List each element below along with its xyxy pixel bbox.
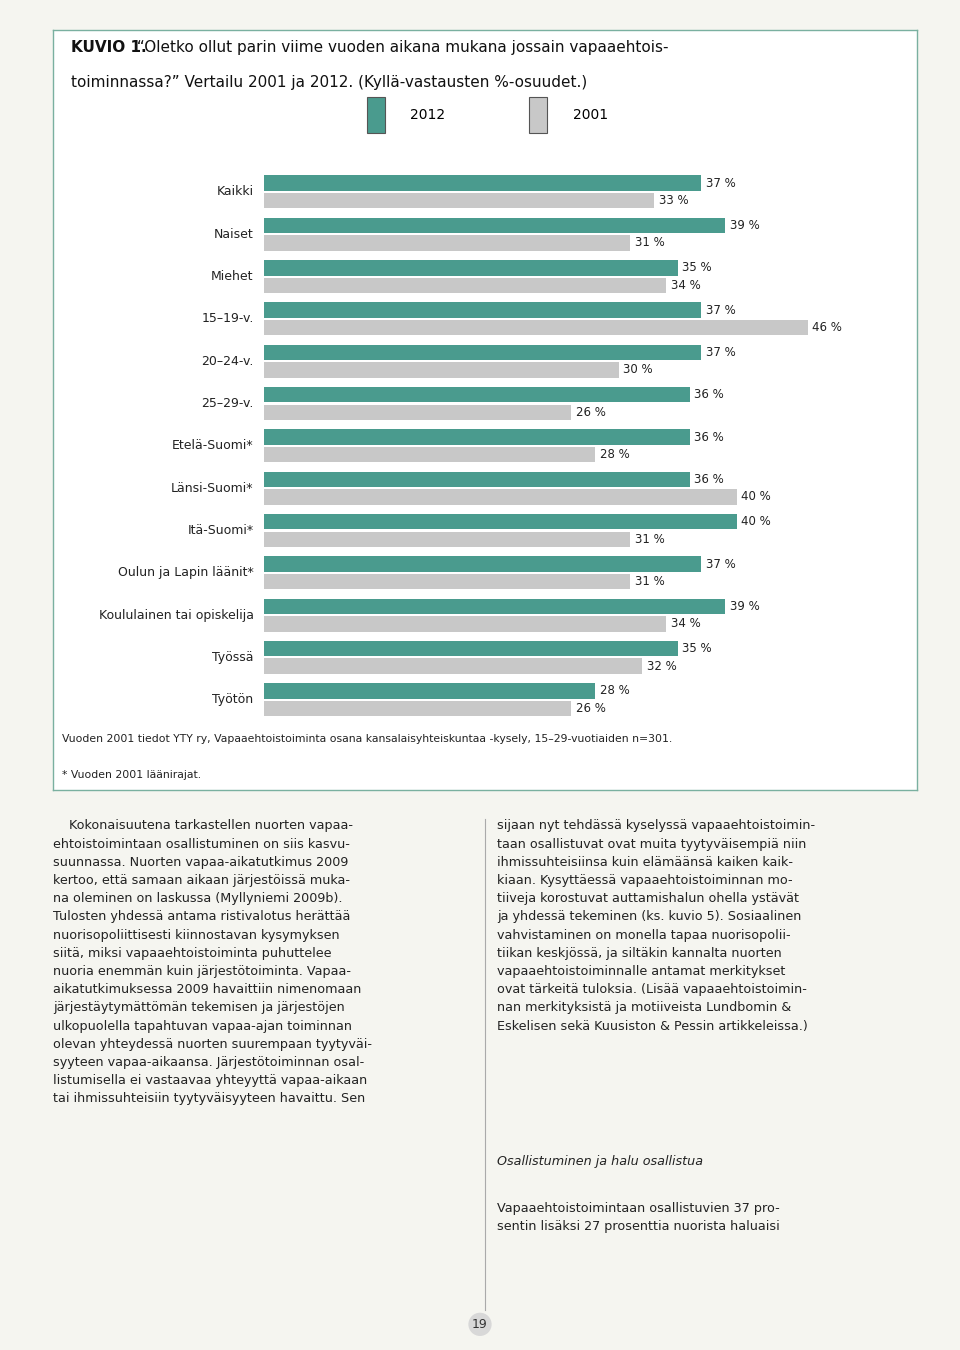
Text: 25–29-v.: 25–29-v.: [202, 397, 253, 410]
Text: 35 %: 35 %: [683, 262, 712, 274]
Text: 46 %: 46 %: [812, 321, 842, 335]
Bar: [264, 701, 571, 717]
Bar: [264, 405, 571, 420]
Text: Itä-Suomi*: Itä-Suomi*: [187, 524, 253, 537]
Text: sijaan nyt tehdässä kyselyssä vapaaehtoistoimin-
taan osallistuvat ovat muita ty: sijaan nyt tehdässä kyselyssä vapaaehtoi…: [497, 819, 815, 1033]
Bar: [264, 447, 595, 462]
Text: Koululainen tai opiskelija: Koululainen tai opiskelija: [99, 609, 253, 621]
Text: * Vuoden 2001 läänirajat.: * Vuoden 2001 läänirajat.: [62, 769, 202, 779]
Text: Etelä-Suomi*: Etelä-Suomi*: [172, 439, 253, 452]
Bar: [264, 278, 666, 293]
Bar: [264, 362, 618, 378]
Bar: [264, 217, 725, 234]
Text: 40 %: 40 %: [741, 516, 771, 528]
Bar: [367, 97, 385, 132]
Text: 2001: 2001: [573, 108, 608, 122]
Text: KUVIO 1.: KUVIO 1.: [71, 39, 147, 55]
Text: 37 %: 37 %: [706, 346, 735, 359]
Text: 35 %: 35 %: [683, 643, 712, 655]
Text: 28 %: 28 %: [600, 684, 630, 698]
Text: 15–19-v.: 15–19-v.: [202, 312, 253, 325]
Text: 28 %: 28 %: [600, 448, 630, 462]
Text: Oulun ja Lapin läänit*: Oulun ja Lapin läänit*: [118, 566, 253, 579]
Text: Osallistuminen ja halu osallistua: Osallistuminen ja halu osallistua: [497, 1156, 703, 1168]
Text: 31 %: 31 %: [636, 533, 665, 545]
Text: Länsi-Suomi*: Länsi-Suomi*: [171, 482, 253, 494]
Bar: [529, 97, 547, 132]
Text: 31 %: 31 %: [636, 575, 665, 589]
Text: 36 %: 36 %: [694, 431, 724, 444]
Text: 33 %: 33 %: [659, 194, 688, 207]
Text: 36 %: 36 %: [694, 472, 724, 486]
Text: Vapaaehtoistoimintaan osallistuvien 37 pro-
sentin lisäksi 27 prosenttia nuorist: Vapaaehtoistoimintaan osallistuvien 37 p…: [497, 1202, 780, 1233]
Bar: [264, 659, 642, 674]
Text: 34 %: 34 %: [671, 617, 701, 630]
Bar: [264, 641, 678, 656]
Bar: [264, 532, 631, 547]
Bar: [264, 471, 689, 487]
Text: 34 %: 34 %: [671, 279, 701, 292]
Text: Kaikki: Kaikki: [217, 185, 253, 198]
Text: “Oletko ollut parin viime vuoden aikana mukana jossain vapaaehtois-: “Oletko ollut parin viime vuoden aikana …: [132, 39, 668, 55]
Text: 37 %: 37 %: [706, 177, 735, 189]
Text: 37 %: 37 %: [706, 558, 735, 571]
Bar: [264, 235, 631, 251]
Text: 26 %: 26 %: [576, 406, 606, 418]
Bar: [264, 556, 702, 572]
Text: Naiset: Naiset: [214, 228, 253, 240]
Text: 19: 19: [472, 1318, 488, 1331]
Text: 37 %: 37 %: [706, 304, 735, 317]
Bar: [264, 387, 689, 402]
Text: 30 %: 30 %: [623, 363, 653, 377]
Bar: [264, 574, 631, 590]
Text: 36 %: 36 %: [694, 389, 724, 401]
Text: Miehet: Miehet: [211, 270, 253, 284]
Text: 40 %: 40 %: [741, 490, 771, 504]
Text: Kokonaisuutena tarkastellen nuorten vapaa-
ehtoistoimintaan osallistuminen on si: Kokonaisuutena tarkastellen nuorten vapa…: [53, 819, 372, 1106]
Text: 2012: 2012: [411, 108, 445, 122]
Text: Vuoden 2001 tiedot YTY ry, Vapaaehtoistoiminta osana kansalaisyhteiskuntaa -kyse: Vuoden 2001 tiedot YTY ry, Vapaaehtoisto…: [62, 734, 673, 744]
Text: 39 %: 39 %: [730, 219, 759, 232]
Text: 20–24-v.: 20–24-v.: [202, 355, 253, 367]
Text: 26 %: 26 %: [576, 702, 606, 716]
Text: Työtön: Työtön: [212, 694, 253, 706]
Bar: [264, 616, 666, 632]
Bar: [264, 598, 725, 614]
Bar: [264, 683, 595, 699]
Bar: [264, 261, 678, 275]
Text: 39 %: 39 %: [730, 599, 759, 613]
Text: toiminnassa?” Vertailu 2001 ja 2012. (Kyllä-vastausten %-osuudet.): toiminnassa?” Vertailu 2001 ja 2012. (Ky…: [71, 74, 588, 90]
Bar: [264, 320, 807, 335]
Text: Työssä: Työssä: [212, 651, 253, 664]
Bar: [264, 489, 736, 505]
Bar: [264, 514, 736, 529]
Text: 31 %: 31 %: [636, 236, 665, 250]
Bar: [264, 429, 689, 444]
Bar: [264, 193, 654, 208]
Bar: [264, 176, 702, 190]
Bar: [264, 302, 702, 317]
Text: 32 %: 32 %: [647, 660, 677, 672]
Bar: [264, 344, 702, 360]
